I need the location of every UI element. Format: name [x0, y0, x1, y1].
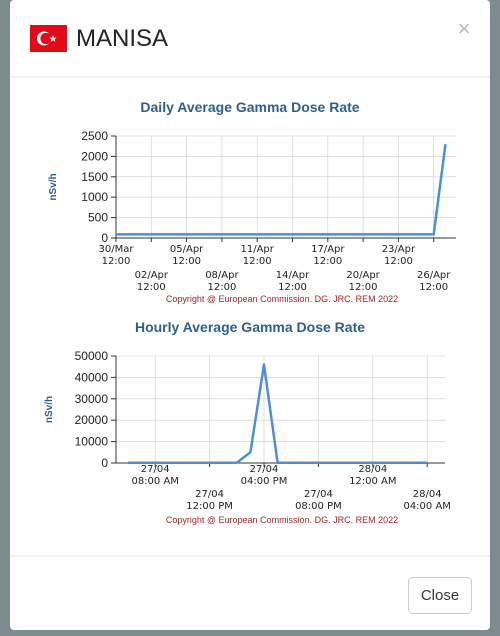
- x-tick-label-line: 30/Mar: [99, 244, 135, 255]
- y-tick-label: 500: [88, 211, 108, 225]
- x-tick-label: 30/Mar 12:00: [99, 244, 135, 267]
- y-tick-label: 30000: [75, 392, 109, 406]
- x-tick-label: 27/04 08:00 PM: [295, 489, 342, 512]
- x-tick-label-line: 27/04: [250, 464, 279, 475]
- x-tick-label-line: 12:00: [278, 282, 307, 293]
- x-tick-label-line: 27/04: [195, 489, 224, 500]
- y-tick-label: 1500: [81, 170, 108, 184]
- close-icon[interactable]: ×: [458, 16, 471, 41]
- x-tick-label-line: 02/Apr: [135, 270, 169, 281]
- y-axis-label: nSv/h: [44, 396, 55, 423]
- copyright: Copyright @ European Commission. DG. JRC…: [166, 294, 398, 304]
- x-tick-label: 17/Apr 12:00: [311, 244, 345, 267]
- x-tick-label-line: 27/04: [141, 464, 170, 475]
- x-tick-label: 23/Apr 12:00: [382, 244, 416, 267]
- x-tick-label-line: 23/Apr: [382, 244, 416, 255]
- x-tick-label-line: 12:00: [137, 282, 166, 293]
- x-tick-label: 28/04 12:00 AM: [349, 464, 396, 487]
- x-tick-label: 28/04 04:00 AM: [403, 489, 450, 512]
- y-axis-label: nSv/h: [48, 173, 59, 200]
- y-tick-label: 1000: [81, 190, 108, 204]
- x-tick-label-line: 12:00: [419, 282, 448, 293]
- x-tick-label-line: 28/04: [358, 464, 387, 475]
- x-tick-label-line: 08:00 PM: [295, 501, 342, 512]
- close-button-label[interactable]: Close: [421, 587, 459, 604]
- y-tick-label: 50000: [75, 349, 109, 363]
- y-tick-label: 0: [101, 231, 108, 245]
- x-tick-label-line: 17/Apr: [311, 244, 345, 255]
- data-line: [128, 363, 428, 465]
- y-tick-label: 0: [101, 456, 108, 470]
- data-line: [116, 143, 447, 236]
- x-tick-label-line: 12:00: [243, 256, 272, 267]
- x-tick-label-line: 12:00: [102, 256, 131, 267]
- y-tick-label: 10000: [75, 435, 109, 449]
- modal: [10, 0, 490, 630]
- close-button[interactable]: [408, 577, 472, 614]
- x-tick-label: 27/04 08:00 AM: [131, 464, 178, 487]
- x-tick-label-line: 28/04: [413, 489, 442, 500]
- x-tick-label-line: 27/04: [304, 489, 333, 500]
- x-tick-label-line: 12:00: [349, 282, 378, 293]
- y-tick-label: 40000: [75, 370, 109, 384]
- x-tick-label-line: 08/Apr: [205, 270, 239, 281]
- x-tick-label-line: 20/Apr: [346, 270, 380, 281]
- flag-star: [49, 35, 57, 42]
- x-tick-label: 11/Apr 12:00: [240, 244, 274, 267]
- y-tick-label: 2500: [81, 129, 108, 143]
- y-tick-label: 2000: [81, 149, 108, 163]
- copyright: Copyright @ European Commission. DG. JRC…: [166, 515, 398, 525]
- chart-title: Hourly Average Gamma Dose Rate: [135, 319, 365, 335]
- x-tick-label-line: 11/Apr: [240, 244, 274, 255]
- x-tick-label-line: 12:00: [313, 256, 342, 267]
- x-tick-label-line: 14/Apr: [276, 270, 310, 281]
- x-tick-label-line: 05/Apr: [170, 244, 204, 255]
- x-tick-label: 08/Apr 12:00: [205, 270, 239, 293]
- flag-crescent-cut: [40, 32, 52, 45]
- x-tick-label-line: 12:00: [207, 282, 236, 293]
- x-tick-label: 05/Apr 12:00: [170, 244, 204, 267]
- x-tick-label-line: 26/Apr: [417, 270, 451, 281]
- x-tick-label-line: 04:00 PM: [241, 476, 288, 487]
- x-tick-label-line: 12:00: [384, 256, 413, 267]
- x-tick-label-line: 12:00: [172, 256, 201, 267]
- x-tick-label-line: 04:00 AM: [403, 501, 450, 512]
- x-tick-label-line: 08:00 AM: [131, 476, 178, 487]
- x-tick-label: 26/Apr 12:00: [417, 270, 451, 293]
- x-tick-label-line: 12:00 PM: [186, 501, 233, 512]
- modal-title: MANISA: [76, 25, 168, 52]
- x-tick-label-line: 12:00 AM: [349, 476, 396, 487]
- x-tick-label: 20/Apr 12:00: [346, 270, 380, 293]
- x-tick-label: 27/04 12:00 PM: [186, 489, 233, 512]
- chart-title: Daily Average Gamma Dose Rate: [140, 99, 359, 115]
- y-tick-label: 20000: [75, 413, 109, 427]
- x-tick-label: 27/04 04:00 PM: [241, 464, 288, 487]
- x-tick-label: 14/Apr 12:00: [276, 270, 310, 293]
- x-tick-label: 02/Apr 12:00: [135, 270, 169, 293]
